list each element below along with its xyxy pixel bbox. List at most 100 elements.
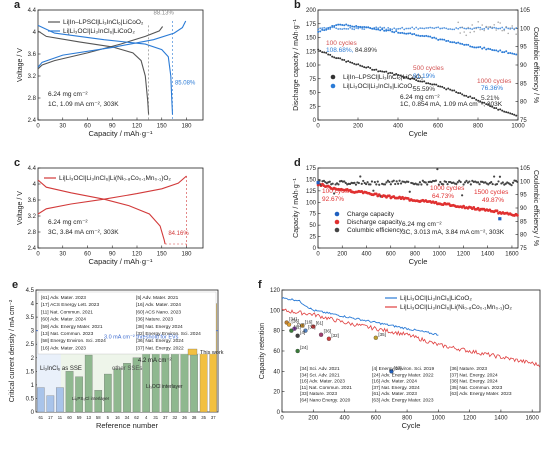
category-label: 35 (201, 415, 206, 420)
capacity-point (501, 51, 504, 54)
legend-label: Columbic efficiency (347, 227, 404, 234)
reference-entry: [37] Nat. Energy. 2022 (136, 345, 184, 351)
point-label: [33] (297, 323, 305, 328)
x-tick-label: 1600 (505, 252, 519, 258)
capacity-point (361, 26, 364, 29)
capacity-point (449, 41, 452, 44)
y2-tick-label: 95 (520, 193, 527, 199)
efficiency-point (381, 27, 384, 30)
y-tick-label: 125 (306, 49, 317, 55)
efficiency-point (344, 181, 347, 185)
efficiency-point (461, 194, 464, 197)
capacity-point (471, 45, 474, 48)
panel-a: 0 30 60 90 120 150 180 2.4 2.8 3.2 3.6 4 4.4 Capacity… (14, 0, 204, 138)
legend-swatch (330, 83, 336, 89)
efficiency-point (399, 27, 402, 30)
efficiency-point (347, 28, 350, 30)
efficiency-point (499, 27, 502, 30)
capacity-point (411, 33, 414, 36)
panel-letter: c (14, 157, 20, 169)
annotation: 49.87% (482, 197, 504, 204)
efficiency-point (493, 175, 496, 178)
annotation: Li₃OCl interlayer (146, 384, 183, 390)
capacity-point (405, 32, 408, 35)
efficiency-point (489, 25, 492, 28)
y-tick-label: 0 (277, 410, 281, 416)
efficiency-point (420, 183, 423, 186)
efficiency-point (435, 26, 438, 29)
efficiency-point (425, 27, 428, 29)
capacity-point (351, 61, 354, 64)
capacity-point (379, 29, 382, 32)
capacity-point (343, 24, 346, 27)
annotation: 1500 cycles (474, 189, 509, 196)
capacity-point (347, 24, 350, 27)
literature-point (300, 323, 305, 328)
x-tick-label: 1000 (432, 416, 446, 422)
literature-point (373, 335, 378, 340)
efficiency-point (473, 27, 476, 30)
capacity-point (403, 76, 406, 79)
efficiency-point (322, 179, 326, 183)
x-axis-label: Cycle (402, 421, 421, 430)
capacity-point (389, 71, 392, 74)
capacity-point (357, 25, 360, 28)
efficiency-point (395, 28, 398, 31)
bar (65, 371, 74, 413)
efficiency-point (445, 180, 448, 184)
y-tick-label: 25 (309, 235, 316, 241)
category-label: 13 (86, 415, 91, 420)
efficiency-point (429, 26, 432, 29)
annotation: 100 cycles (326, 40, 357, 47)
capacity-point (363, 25, 366, 28)
reference-entry: [38] Nat. Energy 2024 (136, 324, 183, 330)
y-tick-label: 4.4 (28, 166, 37, 172)
reference-entry: [63] Adv. Energy Mater. 2023 (450, 391, 512, 397)
efficiency-point (433, 27, 436, 30)
efficiency-point (353, 181, 356, 184)
y-tick-label: 4.5 (26, 288, 35, 294)
efficiency-point (337, 183, 340, 186)
y-tick-label: 2 (31, 356, 35, 362)
panel-f: 0 200 400 600 800 1000 1200 1400 1600 0 20 40 60 80 10… (258, 279, 541, 430)
y-tick-label: 3 (31, 329, 35, 335)
efficiency-point (417, 183, 420, 186)
bar (94, 390, 103, 413)
x-tick-label: 1600 (526, 416, 540, 422)
capacity-point (413, 77, 416, 80)
capacity-point (503, 110, 506, 113)
y2-tick-label: 80 (520, 233, 527, 239)
capacity-point (385, 29, 388, 32)
efficiency-point (419, 27, 422, 30)
y-tick-label: 4 (33, 182, 37, 188)
annotation: 6.24 mg cm⁻² (402, 221, 442, 228)
y-tick-label: 100 (270, 308, 281, 314)
efficiency-point (394, 182, 397, 186)
bar (56, 387, 64, 413)
x-tick-label: 1200 (457, 252, 471, 258)
efficiency-point (431, 26, 434, 29)
y2-tick-label: 105 (520, 8, 531, 14)
annotation: 1000 cycles (477, 78, 512, 85)
x-axis-label: Cycle (409, 257, 428, 266)
capacity-point (445, 88, 448, 91)
capacity-point (477, 46, 480, 49)
capacity-point (369, 66, 372, 69)
charge-point (316, 181, 320, 185)
capacity-point (341, 24, 344, 27)
capacity-point (355, 63, 358, 66)
y-tick-label: 100 (306, 200, 317, 206)
category-label: 61 (38, 415, 43, 420)
efficiency-point (436, 168, 439, 171)
annotation: 88.13% (154, 10, 175, 16)
efficiency-point (478, 183, 481, 186)
reference-entry: [11] Nat. Commun. 2021 (41, 309, 93, 315)
capacity-point (441, 38, 444, 41)
annotation: 108.68%, (326, 47, 354, 54)
reference-entry: [16] Adv. Mater. 2023 (300, 379, 345, 385)
literature-point (389, 369, 394, 374)
category-label: 4 (145, 415, 148, 420)
efficiency-point (503, 29, 506, 32)
reference-entry: [35] Nat. Commun. 2023 (450, 385, 503, 391)
x-tick-label: 0 (36, 252, 40, 258)
